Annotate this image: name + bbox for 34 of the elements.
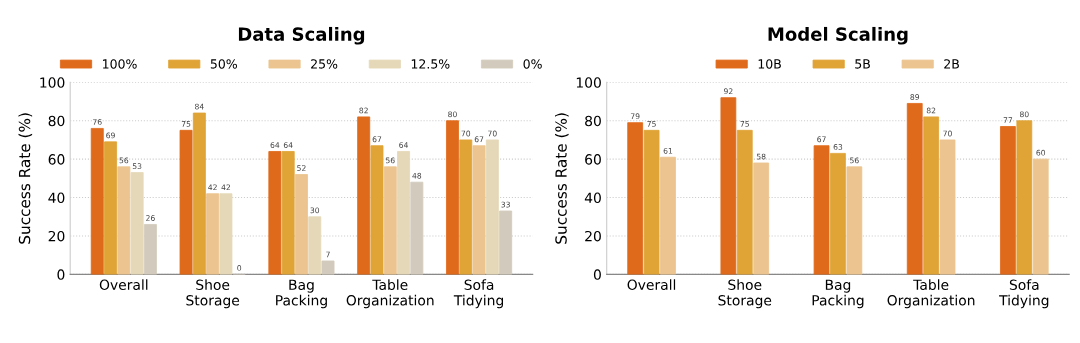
y-tick-label: 0: [57, 269, 65, 280]
legend-label: 0%: [523, 59, 542, 69]
legend-label: 50%: [210, 59, 237, 69]
x-tick-label: Sofa Tidying: [453, 279, 504, 309]
y-tick-label: 20: [585, 230, 601, 242]
y-tick-label: 100: [576, 77, 601, 88]
legend-label: 2B: [944, 59, 959, 69]
legend-label: 100%: [103, 59, 137, 69]
chart-title: Data Scaling: [238, 26, 365, 45]
y-tick-label: 100: [40, 77, 65, 88]
x-tick-label: Table Organization: [346, 279, 434, 309]
y-axis-title: Success Rate (%): [555, 113, 569, 244]
y-tick-label: 60: [48, 154, 65, 165]
x-tick-label: Table Organization: [887, 279, 975, 309]
legend-label: 12.5%: [411, 59, 450, 69]
legend-label: 25%: [311, 59, 338, 69]
legend-label: 10B: [758, 59, 781, 69]
y-tick-label: 80: [48, 115, 65, 127]
y-tick-label: 20: [48, 230, 65, 242]
y-tick-label: 60: [585, 154, 601, 165]
x-tick-label: Bag Packing: [812, 279, 864, 309]
y-axis-title: Success Rate (%): [18, 113, 33, 244]
x-tick-label: Shoe Storage: [186, 279, 240, 309]
x-tick-label: Sofa Tidying: [999, 279, 1049, 309]
chart-title: Model Scaling: [768, 26, 908, 45]
y-tick-label: 40: [48, 192, 65, 204]
x-tick-label: Bag Packing: [276, 279, 327, 309]
y-tick-label: 40: [584, 192, 601, 204]
x-tick-label: Overall: [99, 279, 148, 291]
legend-label: 5B: [855, 59, 870, 69]
y-tick-label: 0: [593, 269, 601, 280]
x-tick-label: Overall: [627, 279, 676, 291]
y-tick-label: 80: [585, 115, 601, 127]
x-tick-label: Shoe Storage: [718, 279, 772, 309]
